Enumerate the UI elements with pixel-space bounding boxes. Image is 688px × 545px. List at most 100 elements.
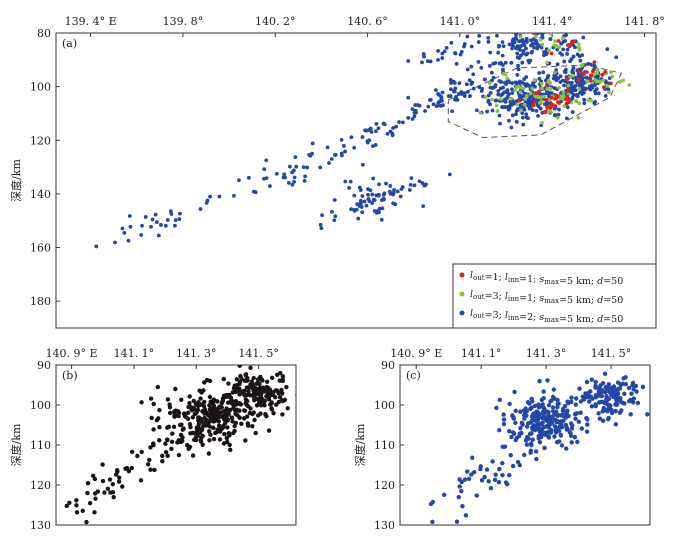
data-point — [507, 118, 511, 123]
data-point — [557, 85, 561, 90]
y-tick-label: 120 — [30, 479, 51, 492]
panel-b: 140. 9° E 141. 1° 141. 3° 141. 5° 90 100 110 12… — [9, 347, 297, 532]
data-point — [148, 445, 153, 450]
data-point — [559, 419, 564, 424]
data-point — [583, 392, 588, 398]
data-point — [542, 445, 547, 451]
data-point — [526, 116, 530, 121]
data-point — [549, 104, 554, 109]
data-point — [478, 466, 483, 472]
data-point — [154, 417, 160, 423]
data-point — [537, 71, 542, 75]
x-tick-label: 141. 1° — [114, 347, 155, 360]
data-point — [517, 433, 522, 439]
data-point — [188, 424, 193, 430]
data-point — [181, 426, 186, 431]
data-point — [269, 406, 274, 411]
data-point — [90, 473, 96, 479]
x-tick-label: 141. 3° — [176, 347, 217, 360]
data-point — [458, 52, 463, 57]
data-point — [593, 99, 598, 104]
data-point — [510, 102, 515, 107]
data-point — [577, 386, 582, 391]
data-point — [428, 59, 433, 64]
data-point — [173, 408, 178, 413]
data-point — [562, 69, 567, 74]
data-point — [534, 109, 539, 113]
data-point — [567, 430, 572, 435]
data-point — [562, 83, 566, 88]
data-point — [486, 93, 491, 98]
data-point — [524, 93, 529, 98]
data-point — [173, 218, 178, 223]
data-point — [257, 381, 262, 387]
data-point — [237, 178, 241, 183]
data-point — [553, 104, 558, 108]
data-point — [525, 51, 530, 56]
data-point — [285, 406, 290, 411]
data-point — [295, 393, 296, 397]
data-point — [488, 485, 494, 491]
data-point — [352, 193, 357, 198]
data-point — [233, 399, 239, 404]
data-point — [379, 217, 384, 222]
data-point — [562, 59, 567, 64]
data-point — [510, 87, 514, 92]
data-point — [120, 226, 125, 231]
data-point — [272, 395, 278, 400]
data-point — [515, 72, 520, 77]
data-point — [413, 103, 418, 107]
y-tick-label: 100 — [30, 81, 51, 94]
data-point — [178, 211, 182, 216]
data-point — [145, 462, 151, 467]
data-point — [626, 385, 632, 391]
legend-marker — [459, 272, 465, 278]
data-point — [524, 84, 528, 88]
data-point — [492, 477, 498, 483]
data-point — [398, 194, 403, 199]
data-point — [640, 384, 646, 390]
legend-box — [452, 263, 657, 329]
data-point — [628, 397, 633, 403]
data-point — [250, 424, 255, 429]
data-point — [412, 183, 417, 188]
data-point — [218, 413, 223, 419]
data-point — [246, 389, 251, 394]
data-point — [531, 103, 536, 108]
data-point — [202, 399, 207, 405]
data-point — [244, 414, 250, 419]
data-point — [605, 407, 611, 413]
data-point — [188, 431, 193, 436]
data-point — [200, 424, 206, 429]
data-point — [225, 400, 231, 405]
data-point — [484, 467, 490, 472]
data-point — [201, 403, 207, 409]
data-point — [227, 431, 232, 437]
data-point — [519, 108, 523, 113]
data-point — [608, 390, 613, 395]
data-point — [453, 86, 458, 91]
data-point — [244, 378, 250, 384]
data-point — [194, 427, 200, 432]
data-point — [521, 40, 526, 45]
data-point — [242, 408, 247, 413]
data-point — [497, 466, 502, 472]
data-point — [521, 49, 526, 53]
data-point — [237, 415, 242, 420]
data-point — [531, 33, 536, 35]
data-point — [550, 405, 556, 410]
data-point — [526, 97, 531, 102]
data-point — [152, 467, 157, 473]
data-point — [92, 510, 97, 515]
data-point — [528, 420, 533, 425]
data-point — [439, 96, 444, 101]
data-point — [501, 71, 506, 76]
data-point — [522, 416, 527, 421]
data-point — [110, 482, 115, 487]
panel-c: 140. 9° E 141. 1° 141. 3° 141. 5° 90 100 110 12… — [353, 347, 651, 532]
data-point — [216, 423, 222, 428]
data-point — [528, 91, 533, 96]
data-point — [545, 378, 550, 383]
data-point — [614, 55, 619, 60]
data-point — [229, 415, 235, 420]
